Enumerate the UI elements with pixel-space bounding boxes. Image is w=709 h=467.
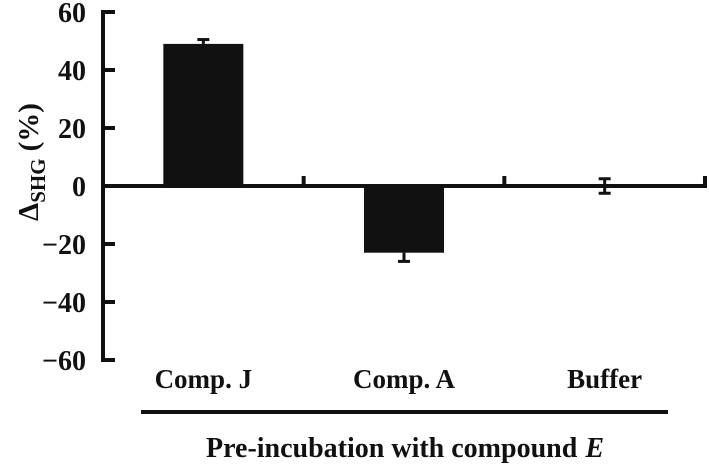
- x-axis-title-text: Pre-incubation with compound: [206, 433, 578, 464]
- bar-0: [163, 43, 244, 187]
- bars: [163, 38, 611, 263]
- bar-1: [364, 186, 444, 253]
- y-axis-label-unit: (%): [13, 103, 45, 151]
- category-label: Buffer: [567, 364, 642, 394]
- category-label: Comp. J: [155, 364, 253, 394]
- y-axis-label-subscript: SHG: [26, 158, 50, 202]
- y-tick-label: −40: [42, 288, 86, 319]
- y-tick-label: 40: [58, 56, 86, 87]
- y-tick-label: −20: [42, 230, 86, 261]
- y-tick-label: 20: [58, 114, 86, 145]
- x-axis-title: Pre-incubation with compound E: [206, 433, 604, 464]
- category-labels: Comp. J Comp. A Buffer: [155, 364, 643, 394]
- category-label: Comp. A: [353, 364, 456, 394]
- y-tick-label: 60: [58, 0, 86, 29]
- y-tick-label: 0: [72, 172, 86, 203]
- y-tick-labels: 60 40 20 0 −20 −40 −60: [42, 0, 86, 377]
- y-tick-label: −60: [42, 346, 86, 377]
- y-axis-label: ΔSHG (%): [13, 103, 50, 221]
- y-axis-label-delta: Δ: [13, 203, 45, 221]
- x-axis-title-compound-e: E: [584, 433, 604, 464]
